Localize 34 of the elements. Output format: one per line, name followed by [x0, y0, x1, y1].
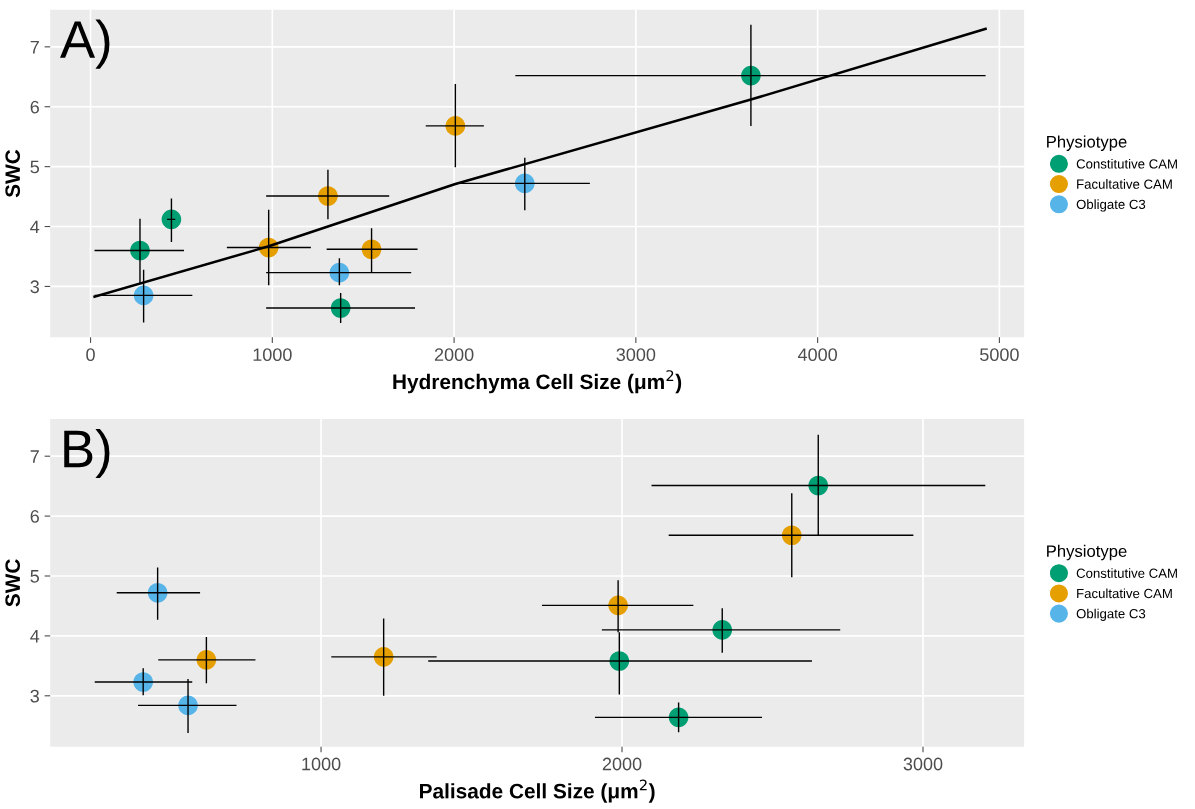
- x-tick-label: 1000: [302, 757, 341, 771]
- annotation: B): [64, 428, 110, 479]
- x-tick-label: 3000: [903, 757, 943, 771]
- annotation: A): [60, 19, 110, 69]
- legend-title: Physiotype: [1047, 135, 1127, 151]
- y-axis-title: SWC: [5, 149, 21, 198]
- y-tick-label: 6: [30, 510, 39, 523]
- y-tick-label: 6: [30, 100, 39, 114]
- legend-label: Constitutive CAM: [1076, 568, 1177, 578]
- legend-label: Constitutive CAM: [1076, 158, 1177, 169]
- legend-label: Obligate C3: [1076, 199, 1146, 212]
- x-tick-label: 4000: [797, 348, 837, 362]
- legend-label: Obligate C3: [1076, 608, 1146, 621]
- y-tick-label: 3: [30, 689, 39, 703]
- x-tick-label: 3000: [616, 348, 656, 362]
- legend-title: Physiotype: [1047, 544, 1127, 561]
- y-axis-title: SWC: [5, 559, 21, 607]
- point: [161, 209, 182, 230]
- legend-label: Facultative CAM: [1077, 179, 1172, 189]
- x-tick-label: 5000: [980, 348, 1019, 362]
- y-tick-label: 7: [30, 40, 39, 54]
- x-tick-label: 2000: [602, 757, 642, 771]
- y-tick-label: 3: [30, 280, 39, 294]
- x-tick-label: 0: [86, 348, 95, 362]
- x-axis-title: Hydrenchyma Cell Size (μm$^{2}$): [393, 370, 682, 394]
- x-tick-label: 2000: [434, 348, 474, 362]
- y-tick-label: 5: [30, 570, 40, 583]
- y-tick-label: 4: [30, 220, 40, 234]
- y-tick-label: 4: [30, 630, 40, 643]
- y-tick-label: 5: [30, 160, 40, 174]
- y-tick-label: 7: [30, 450, 39, 463]
- x-axis-title: Palisade Cell Size (μm$^{2}$): [420, 779, 655, 803]
- legend-label: Facultative CAM: [1077, 588, 1172, 599]
- x-tick-label: 1000: [253, 348, 292, 362]
